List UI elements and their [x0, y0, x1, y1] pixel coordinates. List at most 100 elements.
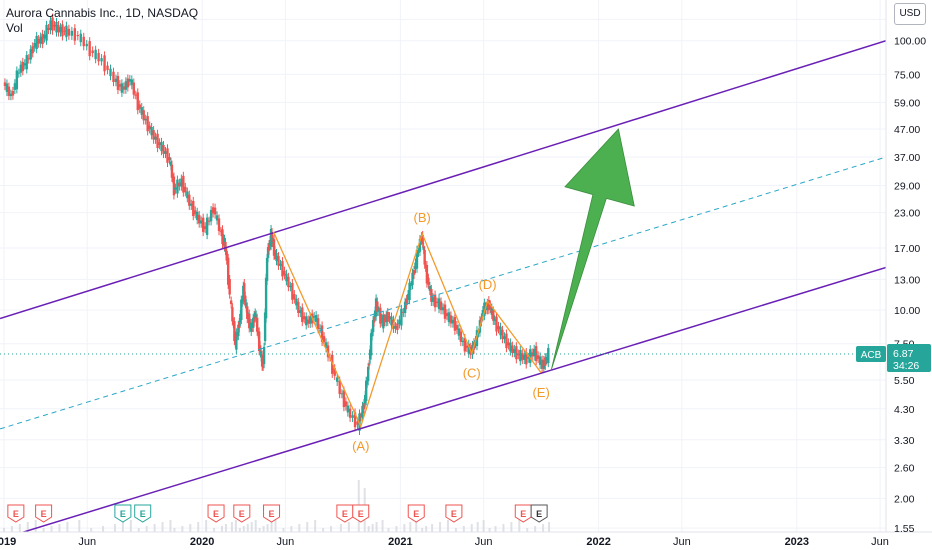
- candle-body: [243, 283, 246, 302]
- candle-body: [231, 307, 234, 322]
- candle-body: [172, 176, 176, 196]
- candle-body: [316, 318, 320, 330]
- candle-body: [421, 234, 424, 244]
- last-price-value: 6.87: [893, 348, 914, 360]
- candle-body: [372, 317, 376, 323]
- volume-bar: [230, 522, 233, 532]
- candle-body: [369, 333, 373, 356]
- candle-body: [287, 276, 290, 288]
- candle-body: [43, 34, 46, 39]
- earnings-marker-label: E: [269, 509, 275, 519]
- candle-body: [76, 35, 79, 37]
- candle-body: [130, 79, 134, 86]
- volume-bar: [145, 526, 148, 532]
- candle-body: [356, 421, 359, 425]
- candle-body: [507, 342, 510, 346]
- earnings-marker-label: E: [451, 509, 457, 519]
- candle-body: [301, 307, 304, 322]
- candle-body: [402, 311, 405, 313]
- candle-body: [340, 393, 344, 395]
- candle-body: [55, 21, 58, 33]
- candle-body: [41, 33, 44, 45]
- candle-body: [85, 43, 88, 47]
- candle-body: [338, 380, 341, 395]
- candle-body: [405, 299, 408, 306]
- channel-upper-line[interactable]: [0, 39, 886, 320]
- earnings-marker-label: E: [13, 509, 19, 519]
- candle-body: [9, 93, 13, 97]
- earnings-marker-label: E: [342, 509, 348, 519]
- candle-body: [246, 306, 249, 319]
- volume-bar: [510, 522, 513, 532]
- candle-body: [244, 295, 247, 303]
- candle-body: [237, 324, 240, 337]
- candle-body: [342, 390, 346, 408]
- volume-bar: [534, 526, 537, 532]
- currency-badge[interactable]: USD: [894, 3, 926, 25]
- candle-body: [59, 27, 62, 33]
- candle-body: [318, 328, 322, 330]
- candle-body: [128, 79, 132, 82]
- volume-bar: [42, 528, 45, 532]
- candle-body: [73, 28, 77, 41]
- candle-body: [116, 75, 120, 90]
- earnings-marker[interactable]: [35, 504, 53, 523]
- candle-body: [194, 210, 197, 215]
- candle-body: [283, 270, 286, 276]
- last-price-tag: [887, 343, 931, 372]
- candle-body: [545, 356, 549, 360]
- earnings-marker[interactable]: [7, 504, 25, 523]
- candle-body: [433, 294, 437, 308]
- wave-label: (E): [532, 385, 549, 400]
- chart-header: Aurora Cannabis Inc., 1D, NASDAQ Vol: [6, 6, 198, 36]
- channel-middle-line[interactable]: [0, 156, 886, 430]
- earnings-marker[interactable]: [530, 504, 548, 523]
- candle-body: [241, 300, 244, 303]
- wave-label: (B): [414, 210, 431, 225]
- candle-body: [178, 182, 181, 187]
- time-tick-label: 2020: [190, 536, 214, 548]
- channel-lower-line[interactable]: [0, 266, 886, 539]
- volume-bar: [129, 520, 132, 532]
- candle-body: [273, 250, 277, 256]
- candle-body: [229, 300, 233, 305]
- earnings-marker[interactable]: [134, 504, 152, 523]
- volume-bar: [161, 522, 164, 532]
- earnings-marker[interactable]: [352, 504, 370, 523]
- candle-body: [264, 277, 268, 319]
- candle-body: [184, 186, 187, 193]
- candle-body: [233, 321, 236, 342]
- earnings-marker[interactable]: [207, 504, 225, 523]
- earnings-marker[interactable]: [263, 504, 281, 523]
- price-tick-label: 2.00: [894, 493, 915, 505]
- earnings-marker[interactable]: [336, 504, 354, 523]
- candle-body: [285, 273, 288, 282]
- earnings-marker[interactable]: [233, 504, 251, 523]
- wave-label: (C): [463, 365, 481, 380]
- candle-body: [380, 317, 384, 323]
- candle-body: [19, 64, 23, 73]
- candle-body: [79, 33, 82, 43]
- volume-bar: [476, 522, 479, 532]
- candle-body: [124, 81, 128, 90]
- candle-body: [182, 175, 185, 193]
- volume-bar: [250, 522, 253, 532]
- earnings-marker[interactable]: [445, 504, 463, 523]
- candle-body: [168, 157, 171, 161]
- volume-bar: [169, 520, 172, 532]
- volume-bar: [526, 528, 529, 532]
- candle-body: [376, 301, 379, 312]
- earnings-marker-label: E: [520, 509, 526, 519]
- volume-bar: [282, 528, 285, 532]
- candle-body: [205, 217, 209, 235]
- candle-body: [499, 326, 502, 336]
- earnings-marker[interactable]: [407, 504, 425, 523]
- candle-body: [277, 256, 280, 266]
- volume-bar: [262, 526, 265, 532]
- candle-body: [37, 38, 40, 44]
- earnings-marker[interactable]: [514, 504, 532, 523]
- volume-bar: [34, 520, 37, 532]
- earnings-marker[interactable]: [114, 504, 132, 523]
